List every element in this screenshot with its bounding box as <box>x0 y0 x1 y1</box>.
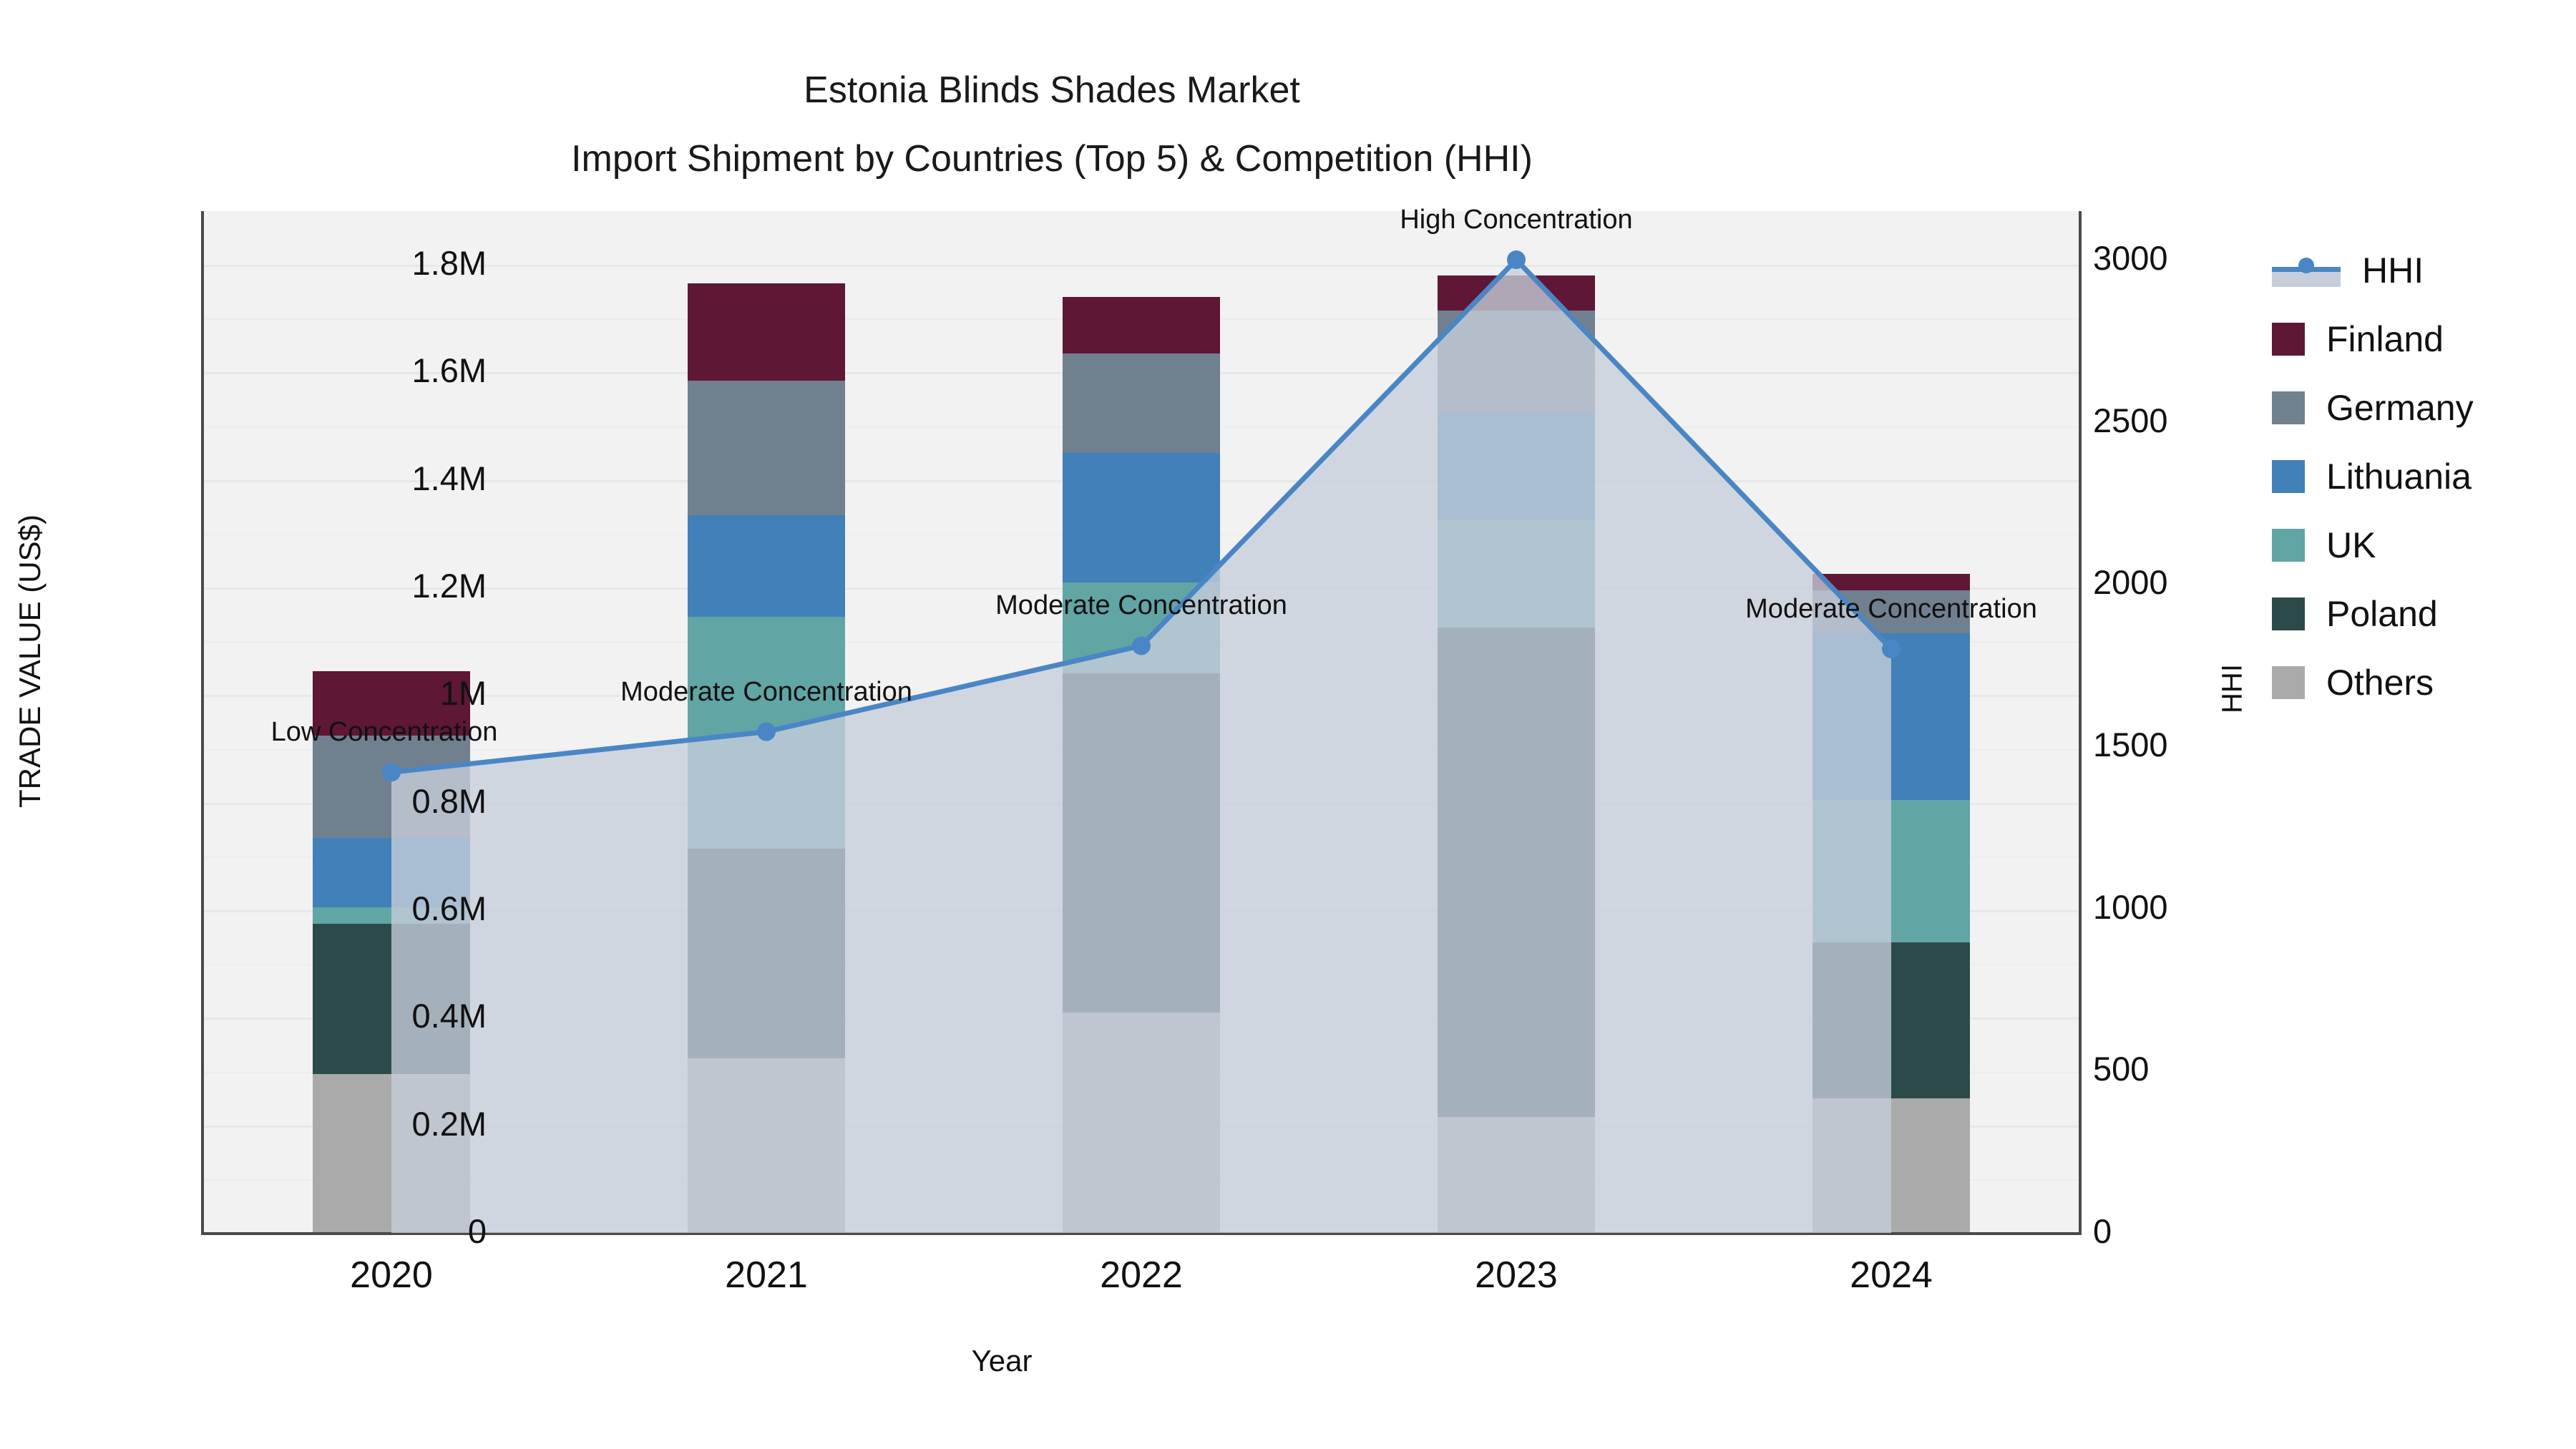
annotation-2021: Moderate Concentration <box>620 676 912 707</box>
legend-swatch-poland <box>2272 597 2305 630</box>
y-axis-left-tick-label: 0 <box>467 1212 487 1250</box>
y-axis-left-tick-label: 0.6M <box>411 889 487 928</box>
plot-axis-bottom-spine <box>204 1232 2079 1235</box>
legend-item-others[interactable]: Others <box>2272 648 2572 717</box>
legend-label-others: Others <box>2326 663 2434 703</box>
legend-swatch-uk <box>2272 529 2305 562</box>
bar-segment-lithuania-2023[interactable] <box>1438 412 1595 521</box>
annotation-2022: Moderate Concentration <box>995 590 1287 621</box>
bar-segment-uk-2024[interactable] <box>1813 799 1970 943</box>
bar-segment-others-2020[interactable] <box>313 1074 470 1233</box>
y-axis-left-tick-label: 1.4M <box>411 459 487 497</box>
y-axis-left-tick-label: 1.8M <box>411 244 487 283</box>
y-axis-left-tick-label: 0.4M <box>411 997 487 1035</box>
bar-segment-others-2023[interactable] <box>1438 1117 1595 1233</box>
bar-segment-germany-2022[interactable] <box>1063 353 1220 454</box>
y-axis-right-tick-label: 2000 <box>2093 563 2168 602</box>
y-axis-left-tick-label: 1.6M <box>411 351 487 390</box>
legend-label-germany: Germany <box>2326 388 2474 428</box>
legend-item-hhi[interactable]: HHI <box>2272 236 2572 305</box>
annotation-2024: Moderate Concentration <box>1745 594 2037 624</box>
bar-segment-germany-2021[interactable] <box>688 380 845 515</box>
bar-segment-finland-2022[interactable] <box>1063 297 1220 354</box>
bar-segment-poland-2023[interactable] <box>1438 628 1595 1118</box>
y-axis-left-tick-label: 1.2M <box>411 567 487 605</box>
y-axis-right-tick-label: 3000 <box>2093 239 2168 277</box>
chart-title: Estonia Blinds Shades Market Import Ship… <box>0 56 2104 193</box>
bar-group-2021[interactable] <box>688 211 845 1233</box>
y-axis-right-title: HHI <box>2216 664 2248 713</box>
x-axis-tick-label-2022: 2022 <box>1100 1254 1183 1296</box>
x-axis-title: Year <box>971 1344 1033 1377</box>
bar-segment-others-2021[interactable] <box>688 1058 845 1233</box>
legend-swatch-finland <box>2272 323 2305 356</box>
legend-label-poland: Poland <box>2326 594 2438 634</box>
y-axis-right-tick-label: 1000 <box>2093 887 2168 926</box>
bar-segment-lithuania-2021[interactable] <box>688 514 845 618</box>
y-axis-right-tick-label: 0 <box>2093 1212 2112 1250</box>
legend-label-lithuania: Lithuania <box>2326 457 2472 497</box>
legend-swatch-others <box>2272 666 2305 699</box>
legend-item-finland[interactable]: Finland <box>2272 305 2572 374</box>
bar-group-2022[interactable] <box>1063 211 1220 1233</box>
x-axis-tick-label-2021: 2021 <box>725 1254 808 1296</box>
legend-line-marker-dot <box>2298 258 2314 273</box>
bar-segment-poland-2024[interactable] <box>1813 942 1970 1099</box>
x-axis-tick-label-2024: 2024 <box>1850 1254 1933 1296</box>
chart-title-line-1: Estonia Blinds Shades Market <box>804 69 1300 111</box>
bar-segment-lithuania-2022[interactable] <box>1063 453 1220 582</box>
legend-item-uk[interactable]: UK <box>2272 511 2572 580</box>
bar-segment-others-2024[interactable] <box>1813 1098 1970 1233</box>
legend-swatch-germany <box>2272 391 2305 424</box>
chart-legend: HHI Finland Germany Lithuania UK Poland Others <box>2272 236 2572 717</box>
bar-segment-uk-2021[interactable] <box>688 617 845 849</box>
bar-segment-lithuania-2024[interactable] <box>1813 633 1970 800</box>
bar-segment-germany-2023[interactable] <box>1438 311 1595 413</box>
y-axis-left-tick-label: 0.2M <box>411 1104 487 1143</box>
legend-label-uk: UK <box>2326 525 2376 565</box>
legend-label-finland: Finland <box>2326 319 2444 359</box>
bar-segment-others-2022[interactable] <box>1063 1012 1220 1233</box>
bar-segment-poland-2021[interactable] <box>688 848 845 1058</box>
legend-item-poland[interactable]: Poland <box>2272 580 2572 648</box>
bar-segment-finland-2023[interactable] <box>1438 275 1595 311</box>
plot-axis-right-spine <box>2079 211 2082 1235</box>
y-axis-right-tick-label: 2500 <box>2093 401 2168 439</box>
bar-segment-finland-2021[interactable] <box>688 283 845 381</box>
y-axis-left-title: TRADE VALUE (US$) <box>13 514 47 808</box>
legend-item-lithuania[interactable]: Lithuania <box>2272 442 2572 511</box>
legend-line-icon <box>2272 254 2341 287</box>
y-axis-left-tick-label: 1M <box>439 674 487 713</box>
legend-label-hhi: HHI <box>2362 250 2424 291</box>
plot-axis-left-spine <box>201 211 204 1235</box>
legend-item-germany[interactable]: Germany <box>2272 374 2572 442</box>
annotation-2020: Low Concentration <box>270 717 498 748</box>
bar-segment-finland-2024[interactable] <box>1813 574 1970 590</box>
bar-group-2023[interactable] <box>1438 211 1595 1233</box>
bar-group-2024[interactable] <box>1813 211 1970 1233</box>
x-axis-tick-label-2020: 2020 <box>350 1254 433 1296</box>
bar-segment-uk-2023[interactable] <box>1438 520 1595 628</box>
annotation-2023: High Concentration <box>1400 205 1633 235</box>
x-axis-tick-label-2023: 2023 <box>1475 1254 1558 1296</box>
y-axis-left-tick-label: 0.8M <box>411 781 487 820</box>
y-axis-right-tick-label: 1500 <box>2093 726 2168 763</box>
legend-swatch-lithuania <box>2272 460 2305 493</box>
y-axis-right-tick-label: 500 <box>2093 1050 2150 1088</box>
bar-segment-poland-2022[interactable] <box>1063 673 1220 1013</box>
chart-title-line-2: Import Shipment by Countries (Top 5) & C… <box>571 138 1533 180</box>
